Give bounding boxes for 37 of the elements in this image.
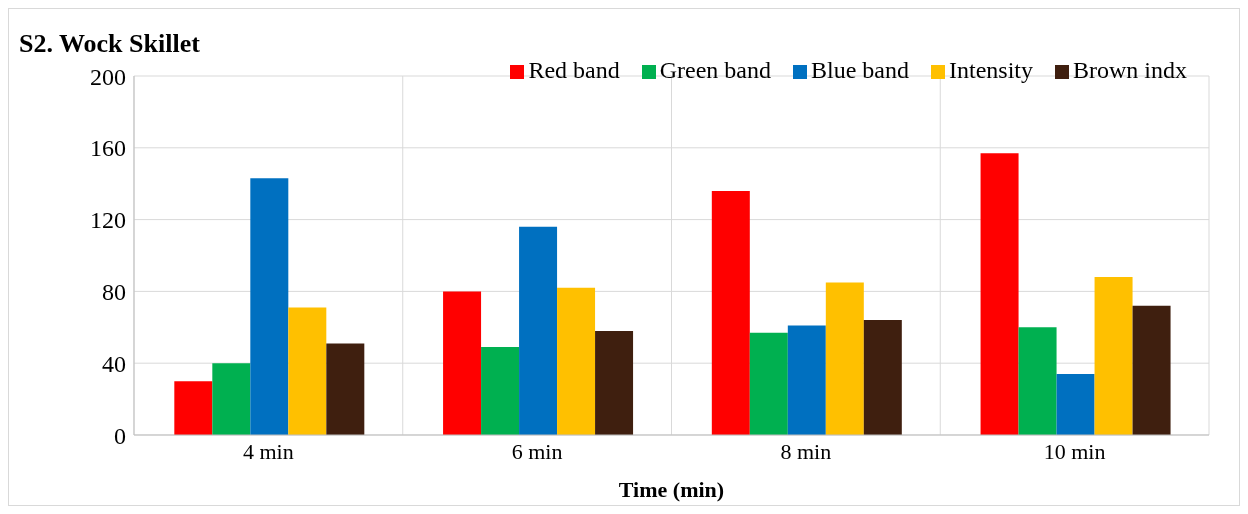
bar bbox=[288, 307, 327, 435]
bar bbox=[595, 330, 634, 435]
bar bbox=[863, 320, 902, 435]
bar bbox=[174, 381, 213, 435]
x-axis-title: Time (min) bbox=[618, 477, 725, 502]
bar bbox=[212, 363, 251, 435]
bar bbox=[443, 291, 482, 435]
bar bbox=[326, 343, 365, 435]
legend-label: Blue band bbox=[811, 57, 909, 83]
y-tick-label: 0 bbox=[114, 422, 126, 449]
y-tick-label: 120 bbox=[90, 207, 126, 234]
bar bbox=[1094, 277, 1133, 435]
bar bbox=[787, 325, 826, 435]
bar bbox=[711, 190, 750, 435]
y-tick-label: 160 bbox=[90, 135, 126, 162]
x-tick-label: 10 min bbox=[1043, 438, 1106, 464]
y-tick-label: 40 bbox=[102, 350, 126, 377]
bar bbox=[980, 153, 1019, 435]
legend-label: Green band bbox=[659, 57, 772, 83]
x-tick-label: 4 min bbox=[243, 438, 294, 464]
bar bbox=[1132, 305, 1171, 435]
y-tick-label: 200 bbox=[90, 63, 126, 90]
x-tick-label: 6 min bbox=[511, 438, 563, 464]
bar bbox=[1056, 373, 1095, 435]
legend-label: Red band bbox=[528, 57, 620, 83]
bar bbox=[481, 347, 520, 435]
legend-label: Brown indx bbox=[1073, 57, 1187, 83]
bar bbox=[1018, 327, 1057, 435]
legend-label: Intensity bbox=[949, 57, 1033, 83]
bar bbox=[825, 282, 864, 435]
bar bbox=[749, 332, 788, 435]
bar bbox=[557, 287, 596, 435]
chart-title: S2. Wock Skillet bbox=[19, 29, 200, 59]
bar bbox=[250, 178, 289, 435]
x-tick-label: 8 min bbox=[780, 438, 832, 464]
y-tick-label: 80 bbox=[102, 278, 126, 305]
bar bbox=[519, 226, 558, 435]
